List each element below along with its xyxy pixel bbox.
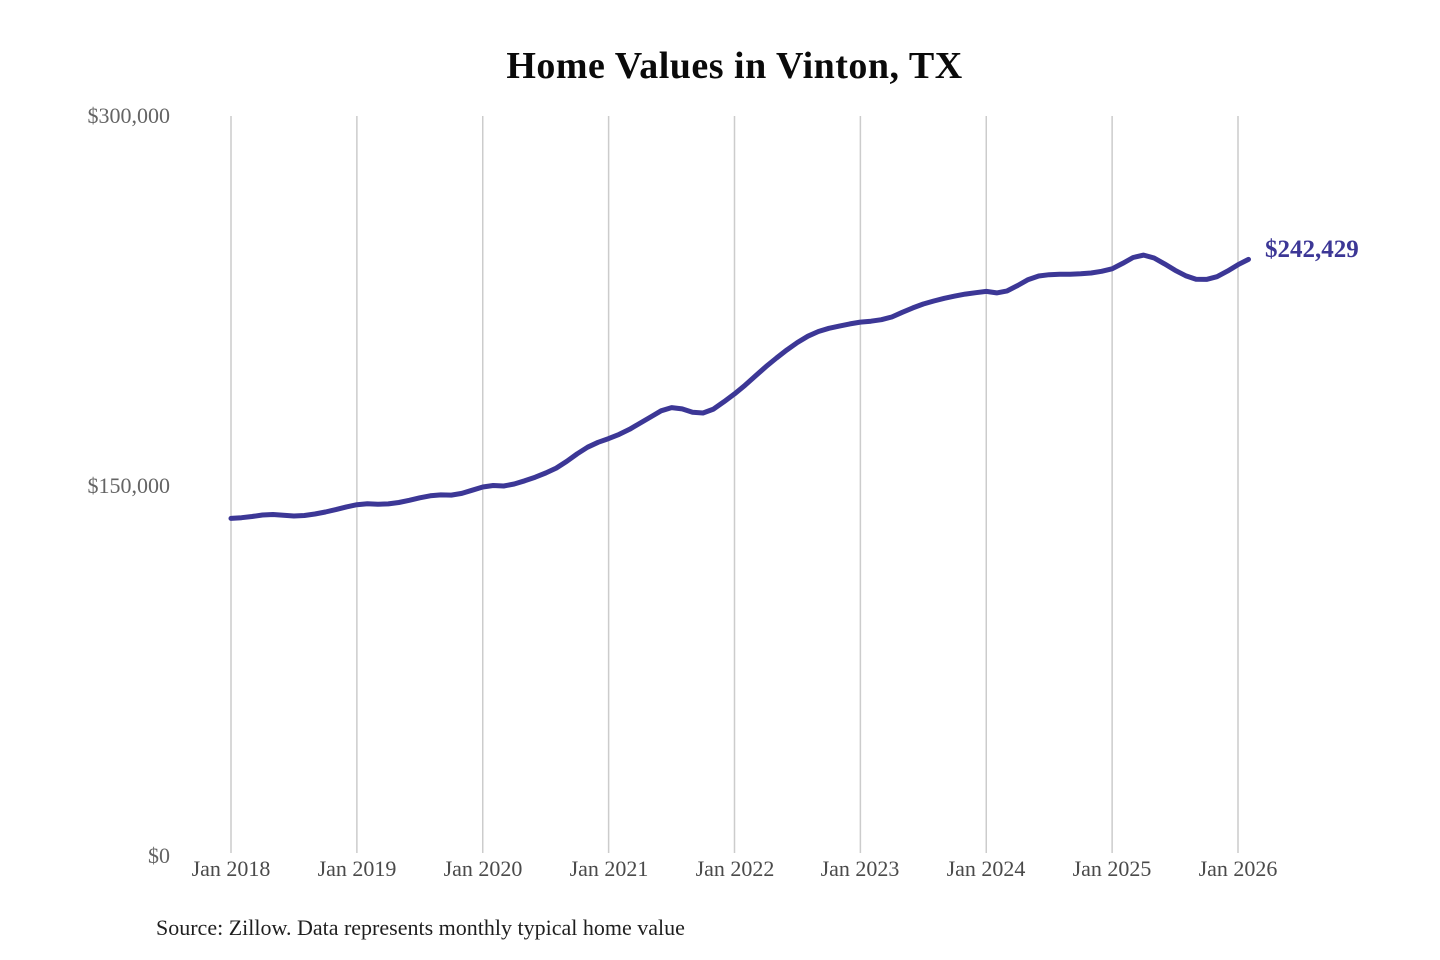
x-tick-label: Jan 2026 [1198,856,1278,881]
y-tick-label: $0 [148,843,170,868]
x-tick-label: Jan 2024 [946,856,1026,881]
x-tick-label: Jan 2020 [443,856,523,881]
x-tick-label: Jan 2023 [820,856,900,881]
x-tick-label: Jan 2021 [569,856,649,881]
x-tick-label: Jan 2018 [191,856,271,881]
value-line [228,252,1251,521]
x-tick-label: Jan 2025 [1072,856,1152,881]
chart-title: Home Values in Vinton, TX [506,45,963,87]
y-tick-label: $300,000 [87,103,171,128]
y-tick-label: $150,000 [87,473,171,498]
x-tick-label: Jan 2019 [317,856,397,881]
end-value-label: $242,429 [1265,236,1359,263]
source-note: Source: Zillow. Data represents monthly … [156,915,685,940]
x-tick-label: Jan 2022 [695,856,775,881]
